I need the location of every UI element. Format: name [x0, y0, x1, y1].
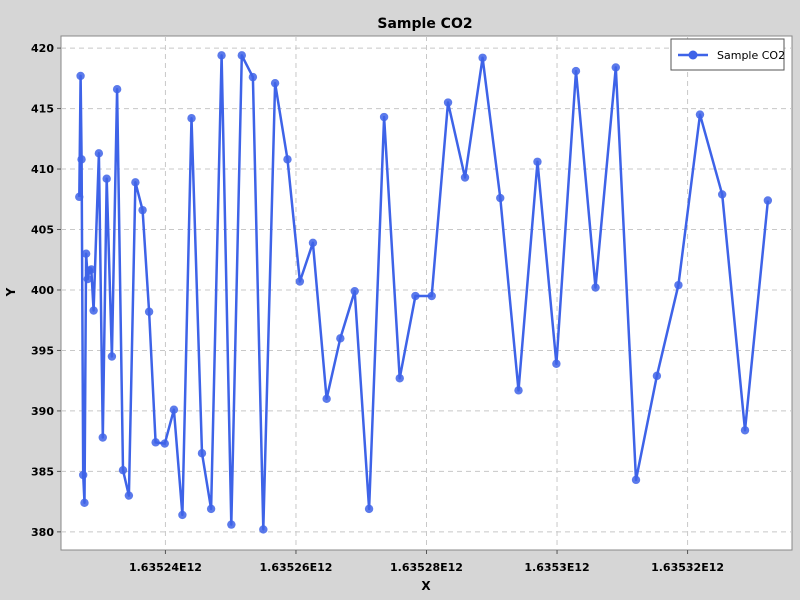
data-point — [571, 66, 581, 76]
data-point — [87, 265, 96, 274]
y-tick-label: 380 — [31, 526, 54, 539]
data-point — [81, 249, 91, 258]
data-point — [94, 149, 104, 158]
data-point — [178, 510, 187, 520]
data-point — [237, 51, 246, 60]
data-point — [591, 283, 600, 292]
data-point — [102, 174, 111, 183]
data-point — [144, 307, 154, 316]
data-point — [169, 405, 179, 414]
data-point — [336, 334, 345, 343]
chart-title: Sample CO2 — [377, 16, 472, 32]
y-tick-label: 400 — [31, 284, 54, 297]
data-point — [75, 192, 84, 202]
data-point — [206, 504, 216, 514]
data-point — [411, 291, 420, 301]
data-point — [107, 352, 117, 361]
data-point — [138, 205, 147, 215]
data-point — [631, 475, 641, 485]
grid-lines — [61, 36, 792, 550]
y-tick-label: 395 — [31, 344, 54, 357]
data-point — [443, 98, 453, 107]
x-tick-label: 1.63524E12 — [129, 561, 202, 574]
y-tick-label: 410 — [31, 163, 54, 176]
x-axis-label: X — [421, 579, 431, 593]
data-point — [478, 53, 487, 62]
data-point — [740, 426, 750, 435]
y-tick-label: 390 — [31, 405, 54, 418]
x-tick-label: 1.63532E12 — [651, 561, 724, 574]
data-point — [270, 78, 280, 88]
y-tick-label: 405 — [31, 224, 54, 237]
data-point — [695, 110, 705, 119]
data-point — [496, 193, 505, 203]
x-tick-label: 1.63528E12 — [390, 561, 463, 574]
data-point — [83, 274, 92, 284]
data-point — [124, 491, 134, 500]
data-point — [78, 470, 88, 480]
data-point — [89, 306, 98, 315]
data-point — [283, 155, 292, 164]
data-point — [674, 280, 683, 290]
data-point — [227, 520, 236, 529]
data-point — [350, 286, 359, 296]
data-point — [364, 504, 374, 514]
data-point — [118, 465, 128, 475]
data-point — [80, 498, 89, 508]
data-point — [308, 238, 318, 248]
data-point — [552, 359, 561, 368]
series-layer — [75, 51, 773, 534]
data-point — [217, 51, 226, 60]
legend: Sample CO2 — [670, 38, 785, 71]
data-point — [248, 72, 258, 82]
data-point — [160, 439, 169, 448]
y-tick-label: 420 — [31, 42, 54, 55]
data-point — [259, 525, 268, 534]
y-tick-label: 415 — [31, 103, 54, 116]
x-tick-label: 1.6353E12 — [524, 561, 589, 574]
data-point — [322, 394, 331, 404]
x-tick-label: 1.63526E12 — [259, 561, 332, 574]
data-point — [460, 173, 470, 182]
y-tick-label: 385 — [31, 465, 54, 478]
y-axis-label: Y — [4, 287, 18, 297]
data-point — [76, 71, 85, 81]
data-point — [151, 438, 160, 447]
data-point — [717, 190, 727, 199]
data-point — [763, 196, 773, 205]
data-point — [187, 114, 196, 123]
data-point — [427, 291, 436, 301]
data-point — [533, 157, 542, 166]
data-point — [395, 374, 404, 383]
data-point — [98, 433, 107, 442]
axes: 380 385 390 395 400 405 410 415 420 1.63524E12 1.6… — [31, 42, 724, 574]
data-point — [514, 386, 523, 395]
data-point — [77, 155, 86, 164]
data-point — [112, 85, 122, 94]
data-point — [197, 449, 207, 458]
data-point — [379, 112, 389, 122]
data-point — [131, 178, 140, 187]
data-point — [652, 371, 662, 381]
legend-label: Sample CO2 — [717, 49, 785, 62]
data-point — [295, 277, 305, 286]
legend-marker — [688, 50, 698, 60]
data-point — [611, 63, 620, 72]
